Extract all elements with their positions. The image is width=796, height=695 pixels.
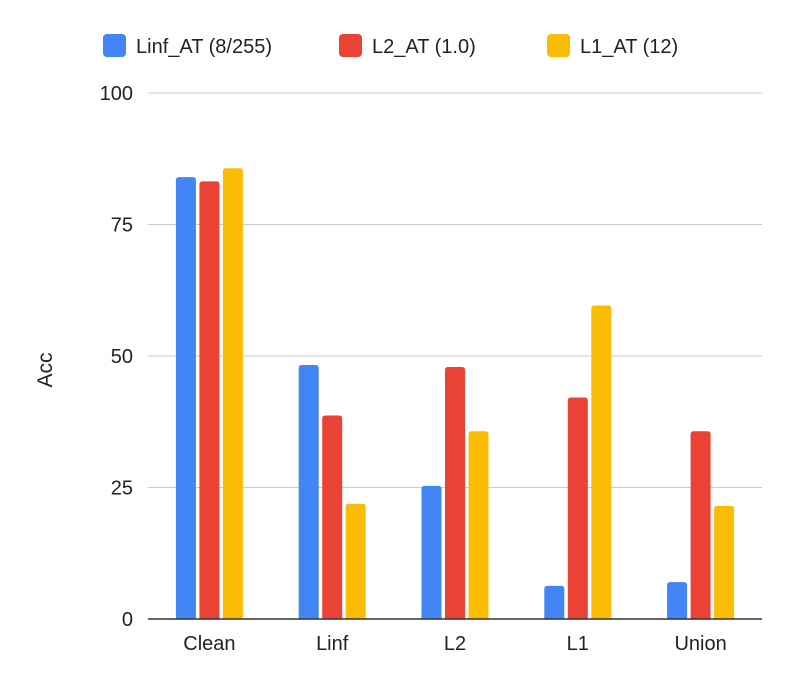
bars (175, 168, 735, 620)
bar-clean-series-2 (222, 168, 243, 619)
bar-clean-series-0 (175, 177, 196, 619)
legend-label: L2_AT (1.0) (372, 36, 476, 58)
legend-label: L1_AT (12) (580, 36, 678, 58)
legend: Linf_AT (8/255) L2_AT (1.0) L1_AT (12) (103, 34, 678, 58)
bar-l2-series-1 (445, 367, 465, 619)
y-axis-title: Acc (34, 352, 57, 387)
bar-l2-series-2 (468, 431, 489, 619)
bar-l2-series-0 (421, 485, 442, 619)
bar-union-series-1 (690, 431, 711, 619)
x-tick-label: Linf (316, 633, 349, 655)
axes: 0 25 50 75 100 Clean Linf L2 L1 Union (100, 83, 762, 655)
bar-linf-series-1 (322, 415, 343, 619)
bar-l1-series-1 (567, 397, 588, 619)
y-tick-label: 25 (111, 478, 133, 500)
y-tick-label: 0 (122, 609, 133, 631)
x-tick-label: L2 (444, 633, 466, 655)
legend-label: Linf_AT (8/255) (136, 36, 272, 58)
bar-clean-series-1 (199, 181, 220, 620)
x-tick-label: Clean (183, 633, 235, 655)
bar-linf-series-2 (345, 503, 366, 619)
y-tick-label: 50 (111, 346, 133, 368)
legend-swatch (103, 34, 126, 57)
bar-union-series-0 (667, 582, 688, 619)
bar-l1-series-0 (544, 585, 565, 619)
bar-l1-series-2 (591, 305, 612, 619)
legend-swatch (339, 34, 362, 57)
legend-swatch (547, 34, 570, 57)
bar-linf-series-0 (298, 364, 319, 619)
bar-union-series-2 (714, 505, 735, 619)
x-tick-label: Union (674, 633, 726, 655)
y-tick-label: 75 (111, 215, 133, 237)
x-tick-label: L1 (567, 633, 589, 655)
y-tick-label: 100 (100, 83, 133, 105)
